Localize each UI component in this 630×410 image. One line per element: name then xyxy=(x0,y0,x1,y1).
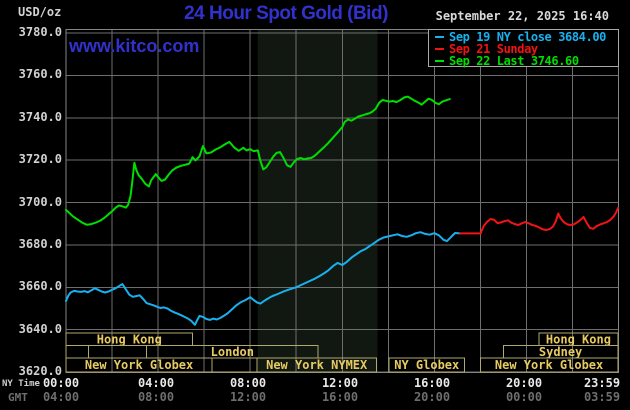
price-line-sep22 xyxy=(65,95,451,226)
x-tick-label-gmt: 03:59 xyxy=(583,390,621,404)
x-tick-label-gmt: 16:00 xyxy=(321,390,359,404)
y-tick-label: 3740.0 xyxy=(18,110,62,124)
session-box xyxy=(87,345,148,359)
session-box-new-york-nymex xyxy=(256,357,377,373)
y-tick-label: 3620.0 xyxy=(18,364,62,378)
y-tick-label: 3780.0 xyxy=(18,25,62,39)
session-label: London xyxy=(211,345,254,359)
x-tick-label-ny: 12:00 xyxy=(321,376,359,390)
unit-label: USD/oz xyxy=(18,5,62,19)
session-label: Hong Kong xyxy=(97,332,162,346)
legend-dash-icon xyxy=(435,48,444,50)
session-label: New York Globex xyxy=(495,358,603,372)
legend-item-sep19: Sep 19 NY close 3684.00 xyxy=(433,31,618,43)
price-line-sep19 xyxy=(65,231,462,326)
legend-dash-icon xyxy=(435,36,444,38)
legend-dash-icon xyxy=(435,60,444,62)
x-tick-label-gmt: 00:00 xyxy=(505,390,543,404)
legend-item-label: Sep 22 Last 3746.60 xyxy=(449,54,579,68)
legend-item-sep22: Sep 22 Last 3746.60 xyxy=(433,55,618,67)
session-label: NY Globex xyxy=(394,358,459,372)
legend-item-sep21: Sep 21 Sunday xyxy=(433,43,618,55)
session-label: Sydney xyxy=(539,345,582,359)
y-tick-label: 3680.0 xyxy=(18,237,62,251)
y-tick-label: 3640.0 xyxy=(18,322,62,336)
x-tick-label-ny: 20:00 xyxy=(505,376,543,390)
x-tick-label-ny: 04:00 xyxy=(137,376,175,390)
x-tick-label-ny: 16:00 xyxy=(413,376,451,390)
y-tick-label: 3700.0 xyxy=(18,195,62,209)
x-tick-label-gmt: 12:00 xyxy=(229,390,267,404)
session-box-ny-globex xyxy=(388,357,465,373)
price-line-sep21 xyxy=(459,207,619,235)
x-tick-label-ny: 00:00 xyxy=(42,376,80,390)
kitco-watermark-link[interactable]: www.kitco.com xyxy=(69,36,200,56)
session-box xyxy=(65,345,89,359)
gmt-row-label: GMT xyxy=(8,391,28,404)
ny-time-row-label: NY Time xyxy=(2,379,40,389)
x-tick-label-gmt: 04:00 xyxy=(42,390,80,404)
x-tick-label-gmt: 20:00 xyxy=(413,390,451,404)
legend-item-label: Sep 21 Sunday xyxy=(449,42,538,56)
session-box-new-york-globex xyxy=(479,357,619,373)
x-tick-label-ny: 08:00 xyxy=(229,376,267,390)
session-label: New York Globex xyxy=(85,358,193,372)
y-tick-label: 3760.0 xyxy=(18,67,62,81)
nymex-session-shading xyxy=(257,29,378,373)
legend-item-label: Sep 19 NY close 3684.00 xyxy=(449,30,606,44)
legend-box: Sep 19 NY close 3684.00 Sep 21 Sunday Sep … xyxy=(428,29,619,67)
y-tick-label: 3660.0 xyxy=(18,279,62,293)
session-label: Hong Kong xyxy=(546,332,611,346)
x-tick-label-ny: 23:59 xyxy=(583,376,621,390)
session-label: New York NYMEX xyxy=(266,358,368,372)
chart-title: 24 Hour Spot Gold (Bid) xyxy=(184,3,388,24)
x-tick-label-gmt: 08:00 xyxy=(137,390,175,404)
datetime-label: September 22, 2025 16:40 xyxy=(435,9,609,23)
y-tick-label: 3720.0 xyxy=(18,152,62,166)
